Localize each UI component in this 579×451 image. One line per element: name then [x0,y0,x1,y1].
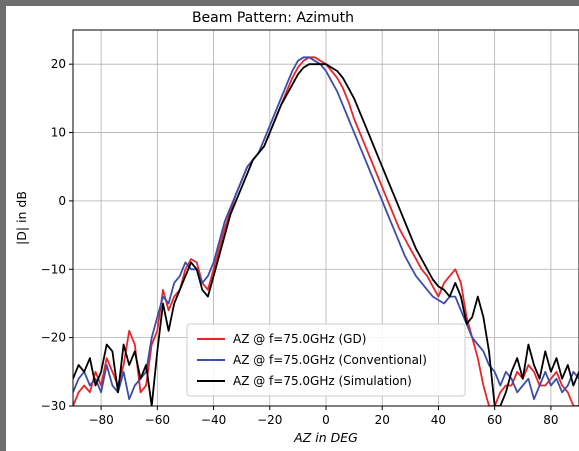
series-line-1 [73,56,579,401]
y-tick-label: 10 [51,126,66,140]
y-tick-label: −30 [41,399,66,413]
y-axis-label: |D| in dB [14,191,29,245]
beam-pattern-chart: Beam Pattern: Azimuth −80 −60 −40 −20 0 20 40 6… [14,10,579,445]
x-tick-label: 20 [375,413,390,427]
chart-title: Beam Pattern: Azimuth [192,10,354,26]
legend: AZ @ f=75.0GHz (GD) AZ @ f=75.0GHz (Conve… [186,323,466,397]
y-tick-label: −20 [41,331,66,345]
x-tick-label: 40 [431,413,446,427]
x-tick-label: −40 [201,413,226,427]
x-axis-label: AZ in DEG [293,430,358,445]
y-tick-label: 20 [51,57,66,71]
x-tick-label: −80 [88,413,113,427]
grid [73,30,579,407]
legend-label: AZ @ f=75.0GHz (Simulation) [233,374,412,388]
x-tick-label: 60 [487,413,502,427]
legend-label: AZ @ f=75.0GHz (Conventional) [233,353,427,367]
legend-box [186,323,466,397]
x-tick-label: 80 [543,413,558,427]
ticks: −80 −60 −40 −20 0 20 40 60 80 −30 −20 −10 0 10 20 [41,57,559,427]
series-line-2 [73,63,579,406]
series-layer [73,56,579,406]
y-tick-label: −10 [41,262,66,276]
y-tick-label: 0 [58,194,66,208]
x-tick-label: −20 [257,413,282,427]
legend-label: AZ @ f=75.0GHz (GD) [233,332,366,346]
figure: Beam Pattern: Azimuth −80 −60 −40 −20 0 20 40 6… [6,6,579,451]
x-tick-label: 0 [322,413,330,427]
x-tick-label: −60 [145,413,170,427]
